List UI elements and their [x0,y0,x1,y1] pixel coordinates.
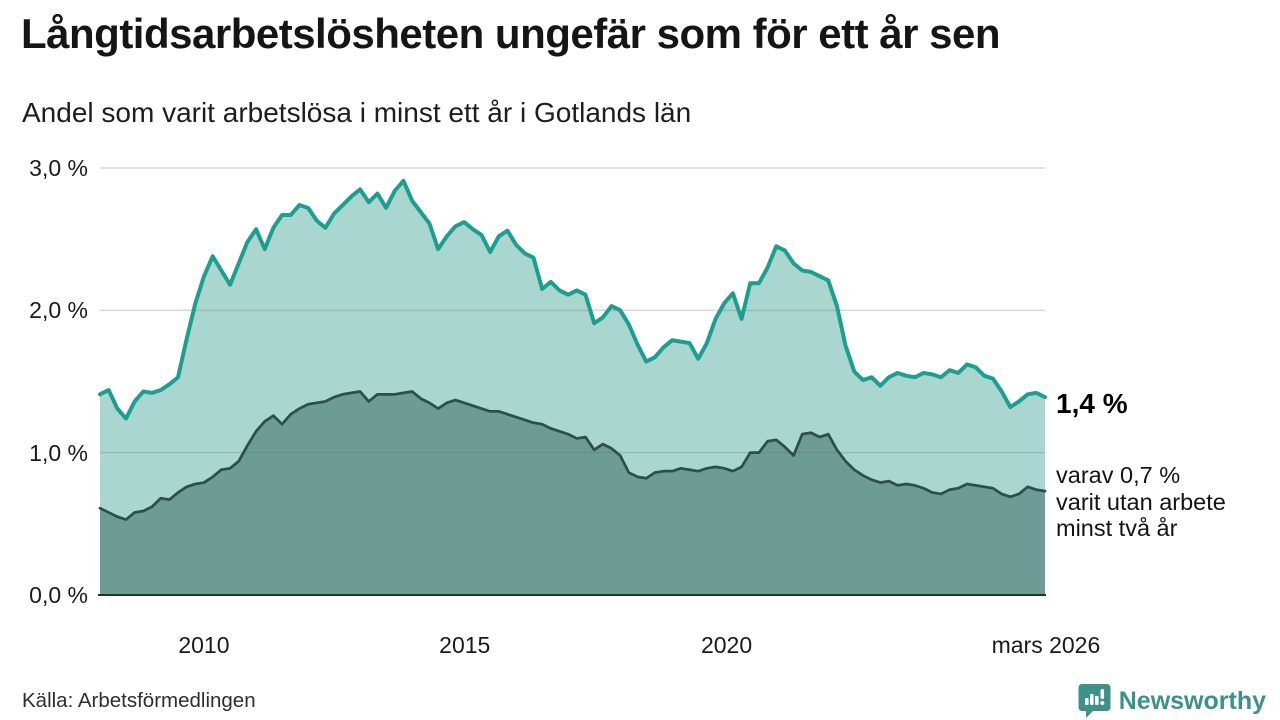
end-value-label: 1,4 % [1056,388,1128,419]
x-tick-label: 2010 [178,632,230,658]
secondary-value-note: varav 0,7 % varit utan arbete minst två … [1056,462,1226,542]
chart-subtitle: Andel som varit arbetslösa i minst ett å… [22,97,692,128]
y-tick-label: 0,0 % [29,582,88,608]
series-line-1 [98,178,1047,421]
series-area-2 [100,391,1045,595]
x-tick-label: 2015 [439,632,491,658]
secondary-note-line: varit utan arbete [1056,488,1226,515]
y-tick-label: 1,0 % [29,439,88,466]
y-tick-label: 2,0 % [29,297,88,324]
source-note: Källa: Arbetsförmedlingen [22,689,256,712]
x-tick-label: 2020 [700,632,753,658]
secondary-note-line: varav 0,7 % [1056,462,1181,488]
x-tick-label: mars 2026 [991,632,1101,658]
secondary-note-line: minst två år [1056,515,1178,541]
newsworthy-brand: Newsworthy [1078,683,1266,719]
page-title: Långtidsarbetslösheten ungefär som för e… [21,10,1001,57]
series-line-2 [98,390,1047,521]
newsworthy-logo-text: Newsworthy [1118,686,1266,715]
newsworthy-logo-icon [1078,684,1111,718]
y-tick-label: 3,0 % [29,155,88,181]
